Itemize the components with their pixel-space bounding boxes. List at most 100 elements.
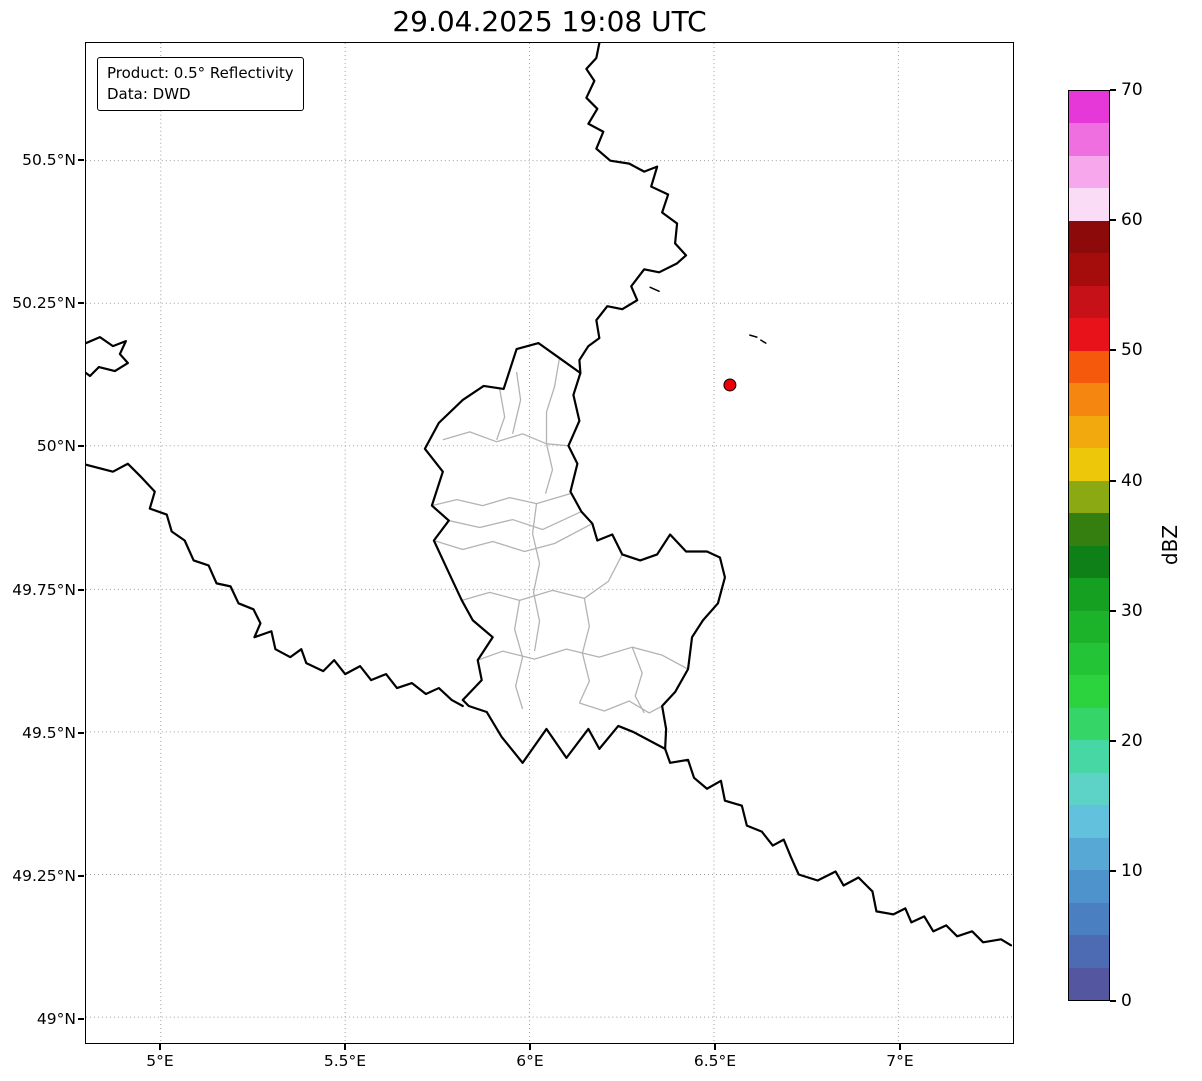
colorbar-tick [1110,740,1116,742]
district-border [448,511,582,531]
y-axis-tick [78,732,84,734]
colorbar-axis-label: dBZ [1158,524,1182,566]
map-canvas [86,43,1012,1042]
colorbar-band [1069,350,1109,384]
colorbar-tick [1110,1000,1116,1002]
x-axis-tick [344,1044,346,1050]
y-axis-tick-label: 50.5°N [22,151,76,169]
y-axis-tick-label: 49.75°N [12,581,76,599]
colorbar-tick-label: 60 [1121,210,1143,230]
colorbar-band [1069,707,1109,741]
district-border [461,554,623,601]
colorbar-band [1069,870,1109,903]
y-axis-tick [78,445,84,447]
y-axis-tick [78,1018,84,1020]
border-givet-salient [86,336,129,378]
district-border [433,522,593,553]
district-border [531,503,541,652]
district-border [496,388,506,441]
x-axis-tick-label: 6°E [516,1052,544,1070]
map-area: Product: 0.5° Reflectivity Data: DWD [85,42,1014,1044]
district-border [511,371,522,434]
y-axis-tick-label: 49°N [36,1010,76,1028]
district-border [579,700,663,714]
colorbar [1068,90,1110,1001]
y-axis-tick [78,159,84,161]
colorbar-tick-label: 50 [1121,340,1143,360]
colorbar-band [1069,253,1109,286]
colorbar-band [1069,188,1109,221]
figure-title: 29.04.2025 19:08 UTC [392,5,707,38]
y-axis-tick [78,302,84,304]
colorbar-band [1069,415,1109,449]
district-border [431,463,579,507]
border-fragment [649,286,660,293]
colorbar-band [1069,772,1109,806]
colorbar-band [1069,578,1109,611]
colorbar-band [1069,91,1109,124]
x-axis-tick-label: 7°E [886,1052,914,1070]
colorbar-band [1069,935,1109,968]
legend-box: Product: 0.5° Reflectivity Data: DWD [97,57,304,112]
x-axis-tick [159,1044,161,1050]
border-france-belgium [86,462,464,708]
colorbar-band [1069,967,1109,1001]
district-border [513,600,524,710]
border-france-germany [664,747,1012,947]
colorbar-band [1069,123,1109,156]
colorbar-band [1069,448,1109,481]
colorbar-band [1069,675,1109,708]
border-fragment [749,334,767,344]
legend-product-line: Product: 0.5° Reflectivity [107,64,294,82]
colorbar-band [1069,480,1109,514]
y-axis-tick-label: 50°N [36,437,76,455]
colorbar-tick [1110,870,1116,872]
y-axis-tick-label: 49.5°N [22,724,76,742]
y-axis-tick [78,589,84,591]
x-axis-tick [529,1044,531,1050]
x-axis-tick [714,1044,716,1050]
colorbar-band [1069,642,1109,676]
colorbar-band [1069,318,1109,351]
y-axis-tick-label: 50.25°N [12,294,76,312]
colorbar-tick-label: 70 [1121,80,1143,100]
colorbar-band [1069,805,1109,838]
border-belgium-germany [578,43,688,375]
district-border [544,357,561,494]
colorbar-band [1069,545,1109,579]
radar-location-marker [723,378,737,392]
district-border [442,431,569,447]
x-axis-tick-label: 6.5°E [693,1052,737,1070]
district-border [578,598,591,704]
colorbar-band [1069,740,1109,773]
colorbar-tick-label: 40 [1121,471,1143,491]
colorbar-tick [1110,219,1116,221]
colorbar-band [1069,837,1109,871]
district-border [631,646,645,714]
colorbar-band [1069,285,1109,319]
national-borders [86,43,1012,947]
colorbar-tick-label: 30 [1121,601,1143,621]
colorbar-band [1069,220,1109,254]
colorbar-tick [1110,610,1116,612]
colorbar-band [1069,902,1109,936]
colorbar-tick-label: 0 [1121,991,1132,1011]
colorbar-band [1069,610,1109,643]
colorbar-tick-label: 10 [1121,861,1143,881]
colorbar-band [1069,383,1109,416]
colorbar-tick-label: 20 [1121,731,1143,751]
colorbar-band [1069,155,1109,189]
district-borders [431,357,689,714]
colorbar-axis-label-wrap: dBZ [1130,505,1202,585]
x-axis-tick [899,1044,901,1050]
y-axis-tick [78,875,84,877]
colorbar-tick [1110,480,1116,482]
x-axis-tick-label: 5.5°E [323,1052,367,1070]
colorbar-tick [1110,349,1116,351]
x-axis-tick-label: 5°E [146,1052,174,1070]
colorbar-band [1069,513,1109,546]
colorbar-tick [1110,89,1116,91]
border-luxembourg [423,342,727,764]
legend-source-line: Data: DWD [107,84,191,103]
